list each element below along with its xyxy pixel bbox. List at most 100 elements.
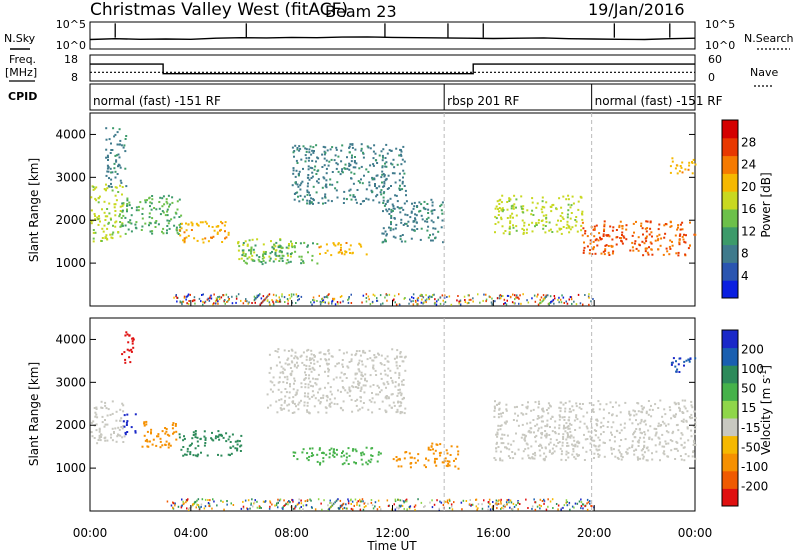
range-cell	[182, 439, 185, 442]
range-cell	[376, 384, 379, 387]
range-cell	[559, 415, 562, 418]
range-cell	[496, 435, 499, 438]
range-cell	[121, 209, 124, 212]
range-cell	[184, 453, 186, 456]
range-cell	[510, 443, 513, 446]
range-cell	[173, 216, 176, 219]
range-cell	[383, 204, 386, 207]
noise-left-tick-top: 10^5	[56, 18, 86, 31]
range-cell	[393, 404, 396, 407]
range-cell	[651, 458, 654, 461]
range-cell	[293, 198, 296, 201]
range-cell	[566, 213, 569, 216]
range-cell	[655, 428, 658, 430]
range-cell	[662, 452, 665, 455]
ground-scatter-cell	[444, 294, 446, 297]
range-cell	[217, 225, 220, 227]
station-title: Christmas Valley West (fitACF)	[90, 0, 348, 20]
ground-scatter-cell	[448, 498, 451, 501]
range-cell	[350, 171, 353, 174]
range-cell	[110, 149, 113, 151]
range-cell	[117, 191, 120, 193]
range-cell	[674, 415, 677, 418]
ground-scatter-cell	[578, 500, 581, 503]
range-cell	[658, 443, 661, 446]
ground-scatter-cell	[371, 300, 374, 303]
range-cell	[316, 378, 319, 381]
range-cell	[391, 393, 394, 396]
range-cell	[637, 458, 639, 461]
range-cell	[382, 192, 385, 195]
range-cell	[121, 436, 124, 439]
range-cell	[224, 237, 226, 240]
range-cell	[687, 168, 690, 171]
colorbar-tick-label: 24	[741, 158, 756, 172]
range-cell	[432, 448, 434, 451]
ground-scatter-cell	[360, 500, 363, 503]
range-cell	[117, 426, 120, 429]
ground-scatter-cell	[502, 295, 504, 297]
range-cell	[531, 197, 534, 200]
range-cell	[94, 411, 97, 414]
ground-scatter-cell	[276, 502, 278, 505]
range-cell	[402, 396, 405, 399]
range-cell	[293, 245, 296, 248]
range-cell	[308, 374, 311, 377]
range-cell	[274, 258, 277, 261]
range-cell	[529, 457, 532, 460]
range-cell	[118, 164, 121, 167]
ground-scatter-cell	[430, 295, 432, 298]
range-cell	[683, 240, 686, 243]
range-cell	[398, 405, 401, 408]
range-cell	[369, 374, 372, 377]
range-cell	[337, 170, 340, 173]
range-cell	[362, 349, 365, 352]
range-cell	[396, 200, 399, 203]
range-cell	[388, 208, 391, 211]
range-cell	[289, 373, 292, 376]
ground-scatter-cell	[408, 507, 411, 510]
range-cell	[213, 229, 216, 232]
range-cell	[362, 151, 364, 154]
range-cell	[634, 430, 637, 433]
ground-scatter-cell	[507, 295, 510, 297]
ground-scatter-cell	[499, 297, 502, 300]
range-cell	[395, 194, 398, 197]
ground-scatter-cell	[271, 503, 273, 506]
ground-scatter-cell	[333, 502, 335, 505]
range-cell	[121, 202, 124, 205]
range-cell	[124, 224, 127, 227]
range-cell	[329, 148, 332, 151]
range-cell	[600, 252, 603, 255]
colorbar-swatch	[722, 470, 738, 489]
range-cell	[640, 222, 643, 225]
ground-scatter-cell	[589, 502, 591, 505]
range-cell	[130, 214, 133, 217]
range-cell	[168, 442, 171, 445]
range-cell	[457, 450, 460, 453]
range-cell	[506, 434, 509, 437]
range-cell	[434, 237, 436, 240]
range-cell	[632, 249, 635, 252]
range-cell	[413, 457, 416, 460]
range-cell	[391, 203, 394, 206]
range-cell	[647, 413, 650, 416]
range-cell	[634, 410, 636, 413]
range-cell	[389, 197, 392, 200]
ground-scatter-cell	[181, 300, 184, 303]
range-cell	[435, 457, 438, 460]
range-cell	[119, 166, 122, 169]
range-cell	[374, 185, 376, 187]
ground-scatter-cell	[394, 508, 397, 511]
ground-scatter-cell	[278, 499, 281, 502]
range-cell	[572, 450, 575, 453]
range-cell	[522, 205, 525, 208]
range-cell	[691, 172, 694, 175]
range-cell	[560, 453, 563, 456]
range-cell	[554, 432, 557, 435]
range-cell	[425, 466, 427, 469]
range-cell	[293, 402, 296, 405]
range-cell	[515, 432, 517, 435]
range-cell	[314, 397, 317, 400]
